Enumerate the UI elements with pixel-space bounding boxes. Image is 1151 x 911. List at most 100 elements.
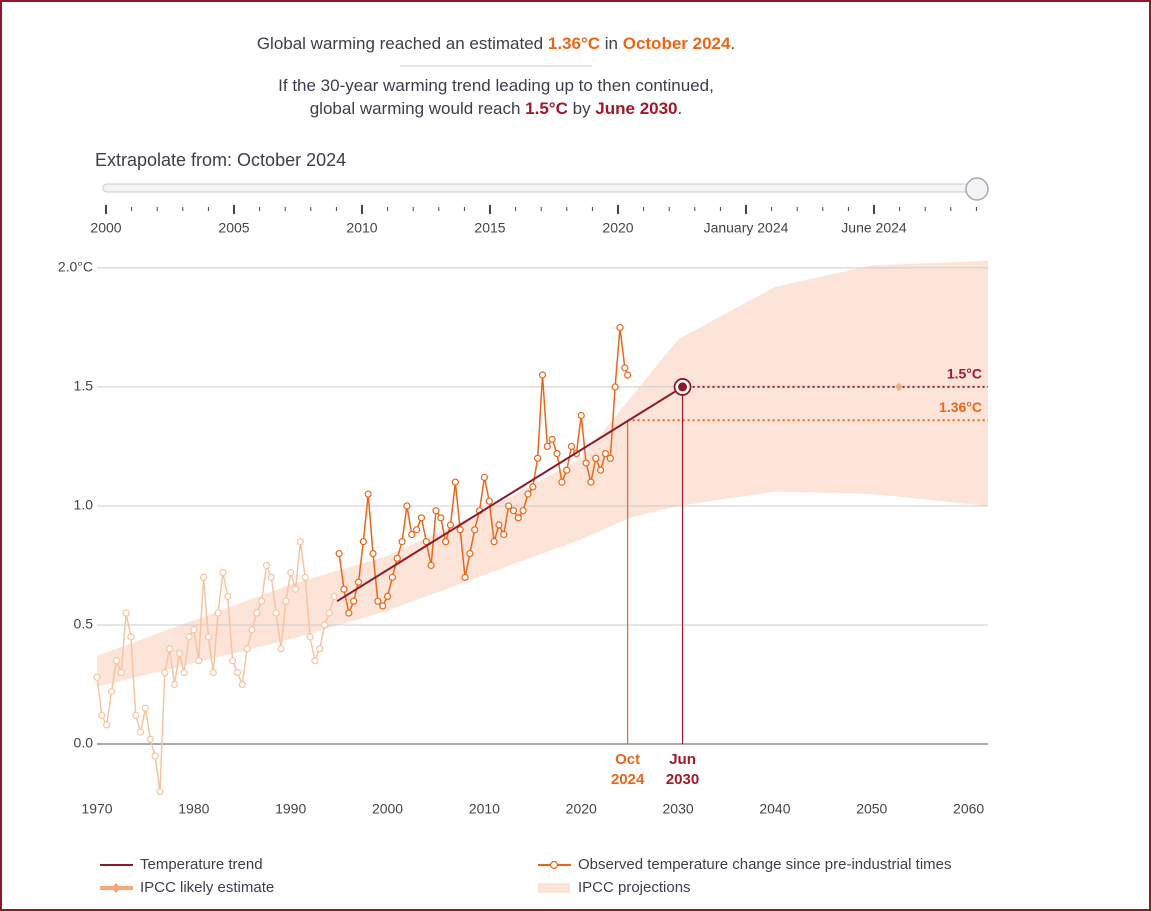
- observed-point: [582, 459, 590, 467]
- observed-point: [601, 449, 610, 458]
- observed-point: [151, 752, 159, 760]
- observed-point: [228, 657, 237, 665]
- observed-point: [611, 383, 619, 391]
- observed-point: [146, 735, 154, 743]
- observed-point: [320, 621, 329, 629]
- legend-label: IPCC likely estimate: [140, 879, 274, 896]
- x-tick-label: 2000: [372, 801, 403, 817]
- observed-point: [93, 673, 101, 681]
- headline-segment: .: [730, 34, 735, 53]
- observed-point: [103, 721, 111, 729]
- observed-point: [374, 597, 382, 605]
- observed-point: [364, 490, 372, 498]
- legend-label: IPCC projections: [578, 879, 691, 896]
- observed-point: [224, 592, 232, 601]
- observed-point: [543, 442, 551, 451]
- observed-point: [514, 514, 522, 522]
- observed-point: [624, 371, 632, 379]
- observed-point: [340, 585, 348, 593]
- observed-point: [427, 561, 435, 570]
- date-label: 2030: [666, 771, 699, 788]
- observed-point: [122, 609, 130, 617]
- observed-point: [209, 668, 217, 677]
- headline-segment: If the 30-year warming trend leading up …: [278, 76, 714, 95]
- observed-point: [141, 704, 150, 712]
- y-tick-label: 0.5: [74, 616, 94, 632]
- projection-band: [97, 260, 988, 687]
- observed-point: [403, 502, 411, 510]
- observed-point: [195, 657, 203, 665]
- headline: Global warming reached an estimated 1.36…: [257, 34, 735, 53]
- legend-swatch: [538, 883, 570, 893]
- observed-point: [190, 626, 198, 634]
- observed-point: [597, 466, 605, 474]
- observed-point: [311, 657, 319, 665]
- observed-point: [519, 507, 527, 515]
- observed-point: [379, 602, 387, 610]
- observed-point: [325, 609, 334, 617]
- reference-label: 1.36°C: [939, 399, 982, 415]
- observed-point: [485, 497, 493, 505]
- x-tick-label: 1990: [275, 801, 306, 817]
- headline-segment: Global warming reached an estimated: [257, 34, 548, 53]
- headline-segment: 1.5°C: [525, 99, 568, 118]
- observed-point: [330, 592, 338, 601]
- observed-point: [592, 454, 600, 462]
- observed-point: [567, 442, 576, 451]
- observed-point: [98, 711, 106, 720]
- observed-point: [253, 609, 261, 617]
- observed-point: [219, 568, 227, 577]
- slider-tick-label: 2000: [90, 220, 121, 236]
- slider-tick-label: 2015: [474, 220, 505, 236]
- y-tick-label: 1.5: [74, 378, 94, 394]
- observed-point: [538, 371, 547, 379]
- slider-thumb[interactable]: [965, 177, 989, 201]
- observed-point: [432, 507, 440, 515]
- observed-point: [233, 668, 242, 677]
- x-tick-label: 1970: [81, 801, 112, 817]
- slider-tick-label: January 2024: [704, 220, 789, 236]
- observed-point: [534, 454, 542, 462]
- observed-point: [301, 573, 309, 581]
- observed-point: [446, 521, 455, 529]
- observed-point: [495, 521, 503, 529]
- observed-point: [272, 609, 280, 617]
- observed-point: [354, 578, 363, 586]
- observed-point: [558, 478, 566, 486]
- observed-point: [306, 633, 314, 641]
- observed-point: [524, 490, 532, 498]
- observed-point: [248, 626, 256, 634]
- headline-segment: October 2024: [623, 34, 731, 53]
- headline-segment: June 2030: [595, 99, 677, 118]
- observed-point: [393, 554, 401, 562]
- observed-point: [127, 633, 135, 641]
- legend-marker: [111, 883, 121, 893]
- observed-point: [471, 526, 479, 534]
- observed-point: [156, 787, 164, 796]
- x-tick-label: 2040: [759, 801, 790, 817]
- observed-point: [529, 483, 537, 491]
- slider-tick-label: June 2024: [841, 220, 907, 236]
- observed-point: [170, 680, 179, 689]
- observed-point: [277, 645, 285, 653]
- observed-point: [616, 323, 624, 332]
- observed-point: [350, 597, 358, 605]
- observed-point: [287, 568, 295, 577]
- x-tick-label: 2050: [856, 801, 887, 817]
- observed-point: [466, 549, 474, 558]
- reference-label: 1.5°C: [947, 366, 982, 382]
- observed-point: [161, 668, 169, 677]
- observed-point: [238, 680, 246, 689]
- x-tick-label: 2010: [469, 801, 500, 817]
- headline: global warming would reach 1.5°C by June…: [310, 99, 683, 118]
- legend-marker: [549, 860, 559, 870]
- y-tick-label: 1.0: [74, 497, 94, 513]
- observed-point: [422, 538, 430, 546]
- observed-point: [408, 530, 416, 539]
- observed-point: [451, 478, 459, 486]
- observed-point: [398, 538, 406, 546]
- observed-point: [175, 649, 183, 658]
- slider-track[interactable]: [102, 183, 978, 193]
- observed-point: [553, 449, 561, 458]
